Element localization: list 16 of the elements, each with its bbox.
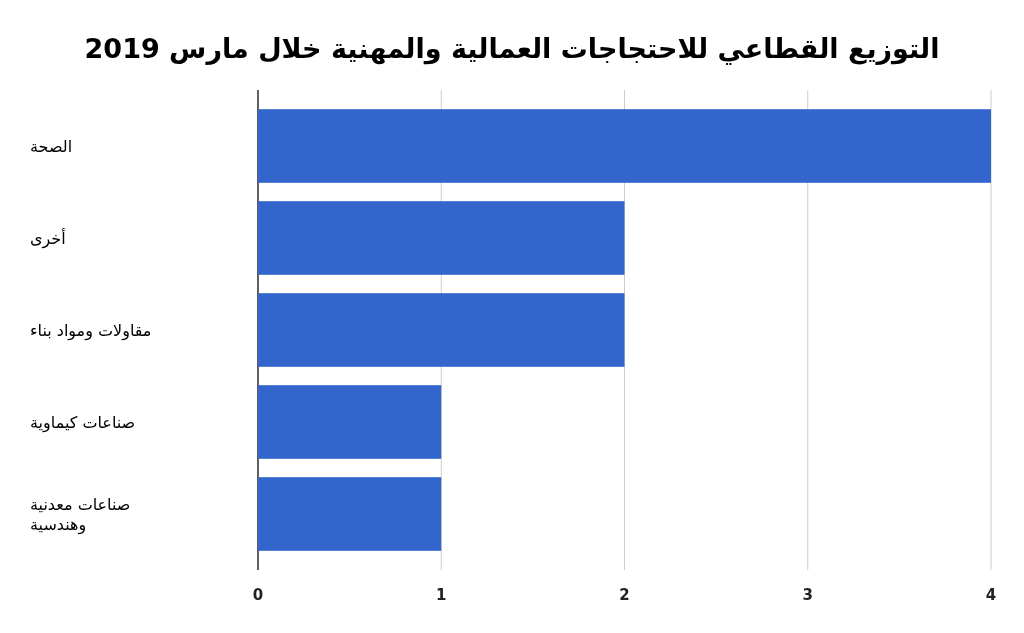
bar xyxy=(258,201,625,275)
x-tick-label: 3 xyxy=(802,586,813,604)
y-tick-label: أخرى xyxy=(30,228,66,249)
bar xyxy=(258,109,991,183)
y-tick-label: الصحة xyxy=(30,137,73,156)
x-tick-label: 2 xyxy=(619,586,630,604)
bar xyxy=(258,385,442,459)
y-tick-label: مقاولات ومواد بناء xyxy=(30,321,152,341)
y-tick-label: صناعات معدنية وهندسية xyxy=(30,495,131,535)
x-tick-label: 1 xyxy=(436,586,447,604)
x-tick-label: 4 xyxy=(985,586,997,604)
bar xyxy=(258,293,625,367)
chart-title: التوزيع القطاعي للاحتجاجات العمالية والمهنية خلال مارس 2019 xyxy=(84,33,940,65)
y-tick-label: صناعات كيماوية xyxy=(30,413,136,433)
x-tick-label: 0 xyxy=(252,586,264,604)
bar xyxy=(258,477,442,551)
